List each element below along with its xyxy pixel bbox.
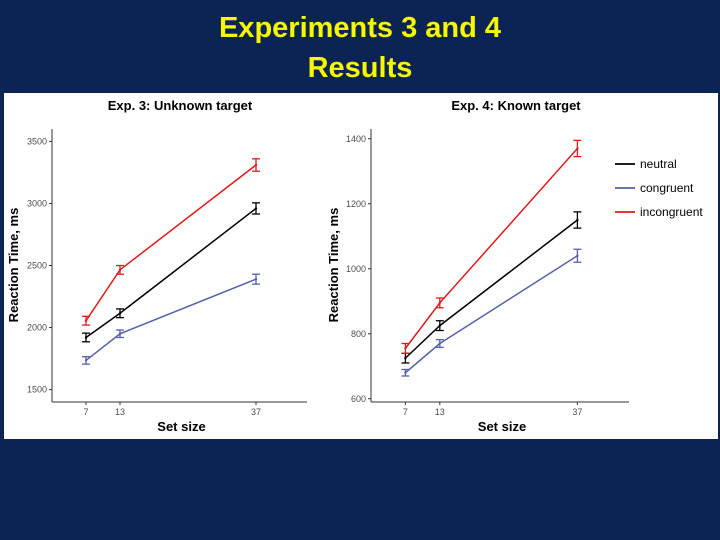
slide-title: Experiments 3 and 4 Results [0,8,720,88]
x-tick-label: 37 [572,407,582,417]
data-point-incongruent [576,147,579,150]
data-point-neutral [254,207,258,210]
x-tick-label: 7 [403,407,408,417]
chart-title: Exp. 3: Unknown target [108,98,253,113]
y-tick-label: 3000 [27,198,47,208]
series-line-incongruent [85,164,257,322]
figure-panel: Exp. 3: Unknown target 1500 2000 2500 3000 35… [4,93,718,439]
x-axis-title: Set size [478,419,526,434]
data-point-congruent [438,342,441,345]
series-line-neutral [404,219,578,359]
series-line-neutral [85,207,257,339]
y-tick-label: 1200 [346,199,366,209]
y-tick-label: 2000 [27,323,47,333]
x-tick-label: 13 [115,407,125,417]
y-tick-label: 800 [351,329,366,339]
series-line-incongruent [404,148,578,349]
data-point-neutral [118,312,122,315]
y-tick-label: 2500 [27,261,47,271]
legend-label-neutral: neutral [640,157,677,171]
y-tick-label: 3500 [27,136,47,146]
data-point-incongruent [404,347,407,350]
y-tick-label: 1400 [346,134,366,144]
data-point-neutral [576,218,579,222]
y-axis-title: Reaction Time, ms [6,208,21,323]
x-tick-label: 7 [83,407,88,417]
chart-panel-3: Exp. 3: Unknown target 1500 2000 2500 3000 35… [6,98,307,434]
data-point-neutral [404,356,407,360]
x-axis-title: Set size [157,419,205,434]
slide-title-line-2: Results [307,52,413,84]
chart-title: Exp. 4: Known target [451,98,581,113]
x-tick-label: 13 [435,407,445,417]
x-tick-label: 37 [251,407,261,417]
data-point-congruent [404,371,407,374]
data-point-congruent [118,332,122,335]
slide-title-line-1: Experiments 3 and 4 [218,12,502,44]
legend-label-incongruent: incongruent [640,205,703,219]
y-axis-title: Reaction Time, ms [326,208,341,323]
y-tick-label: 1500 [27,385,47,395]
chart-legend: neutral congruent incongruent [615,157,703,219]
data-point-incongruent [438,301,441,305]
data-point-incongruent [84,319,88,322]
legend-label-congruent: congruent [640,181,694,195]
data-point-incongruent [118,268,122,272]
data-point-neutral [84,336,88,339]
chart-panel-4: Exp. 4: Known target 600 800 1000 1200 1400 7 1… [326,98,629,434]
chart-canvas: Exp. 3: Unknown target 1500 2000 2500 3000 35… [6,98,703,434]
data-point-neutral [438,324,441,327]
data-point-incongruent [254,163,258,167]
y-tick-label: 600 [351,394,366,404]
data-point-congruent [576,254,579,257]
data-point-congruent [84,359,88,362]
y-tick-label: 1000 [346,264,366,274]
data-point-congruent [254,277,258,281]
